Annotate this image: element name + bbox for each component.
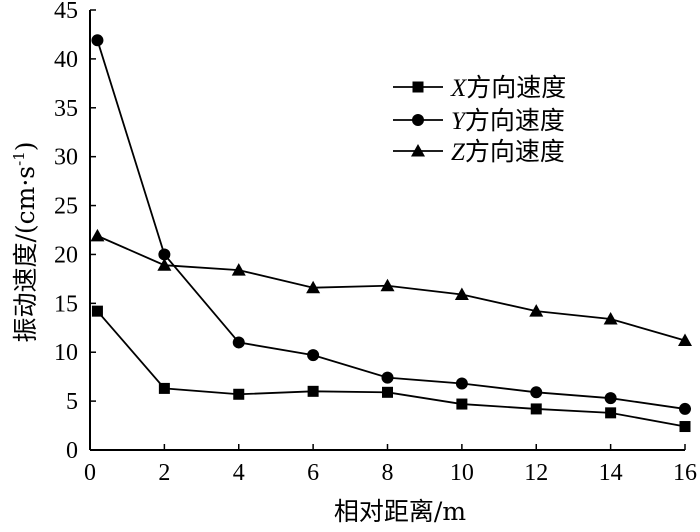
y-axis-title-close: ) (11, 141, 40, 151)
legend-axis-letter: Y (451, 108, 468, 135)
y-tick-label: 30 (54, 145, 78, 171)
legend-label: Y方向速度 (451, 106, 565, 135)
data-point (603, 311, 618, 325)
x-axis-title: 相对距离/m (334, 497, 466, 526)
x-tick-label: 6 (307, 460, 319, 486)
y-tick-label: 40 (54, 47, 78, 73)
legend-item-x: X方向速度 (393, 73, 566, 102)
legend-marker (412, 114, 424, 126)
x-tick-label: 8 (382, 460, 394, 486)
data-point (306, 280, 321, 294)
y-tick-label: 20 (54, 242, 78, 268)
series-line (96, 310, 686, 428)
y-tick-label: 45 (54, 0, 78, 24)
data-point (91, 34, 104, 47)
tick-labels: 0 5 10 15 20 25 30 35 40 45 0 2 4 6 8 10 12 14 16 (54, 0, 697, 486)
series-group (90, 34, 692, 433)
legend-label: Z方向速度 (451, 137, 565, 166)
data-point (678, 333, 692, 346)
data-point (381, 371, 394, 384)
y-tick-label: 25 (54, 194, 78, 220)
legend-suffix: 方向速度 (466, 73, 566, 102)
legend-suffix: 方向速度 (465, 106, 565, 135)
series-y (91, 34, 691, 415)
x-tick-label: 10 (450, 460, 474, 486)
data-point (530, 386, 543, 399)
x-tick-label: 16 (673, 460, 697, 486)
data-point (456, 398, 468, 410)
data-point (233, 388, 245, 400)
legend-item-y: Y方向速度 (393, 106, 565, 135)
y-tick-label: 35 (54, 96, 78, 122)
data-point (380, 278, 395, 292)
tick-marks (89, 9, 686, 451)
x-tick-label: 0 (84, 460, 96, 486)
data-point (231, 263, 246, 276)
data-point (529, 304, 544, 317)
x-tick-label: 4 (233, 460, 245, 486)
y-tick-label: 15 (54, 291, 78, 317)
series-x (91, 305, 691, 433)
data-point (382, 386, 393, 398)
data-point (605, 407, 617, 419)
data-point (90, 228, 105, 242)
data-point (307, 385, 319, 397)
y-tick-label: 5 (66, 389, 78, 415)
data-point (157, 258, 172, 271)
data-point (679, 421, 691, 433)
legend-suffix: 方向速度 (465, 137, 565, 166)
legend-label: X方向速度 (450, 73, 566, 102)
data-point (158, 248, 171, 261)
axes (89, 10, 685, 451)
data-point (679, 402, 691, 415)
y-axis-title-exponent: -1 (10, 151, 28, 166)
series-line (96, 40, 686, 410)
data-point (91, 305, 103, 317)
legend-item-z: Z方向速度 (393, 137, 565, 166)
x-tick-label: 14 (599, 460, 623, 486)
data-point (158, 382, 170, 394)
x-tick-label: 2 (158, 460, 170, 486)
y-axis-title-main: 振动速度/(cm·s (11, 166, 40, 343)
y-tick-label: 0 (66, 438, 78, 464)
legend-axis-letter: Z (451, 139, 466, 166)
legend-axis-letter: X (450, 75, 468, 102)
data-point (455, 377, 468, 390)
x-tick-label: 12 (524, 460, 548, 486)
data-point (604, 392, 617, 405)
y-axis-title: 振动速度/(cm·s-1) (10, 141, 40, 342)
legend-marker (411, 144, 425, 157)
y-tick-label: 10 (54, 340, 78, 366)
data-point (307, 349, 320, 362)
data-point (232, 336, 245, 349)
data-point (454, 287, 469, 301)
legend-marker (412, 81, 424, 93)
series-z (90, 228, 692, 346)
data-point (530, 403, 542, 415)
